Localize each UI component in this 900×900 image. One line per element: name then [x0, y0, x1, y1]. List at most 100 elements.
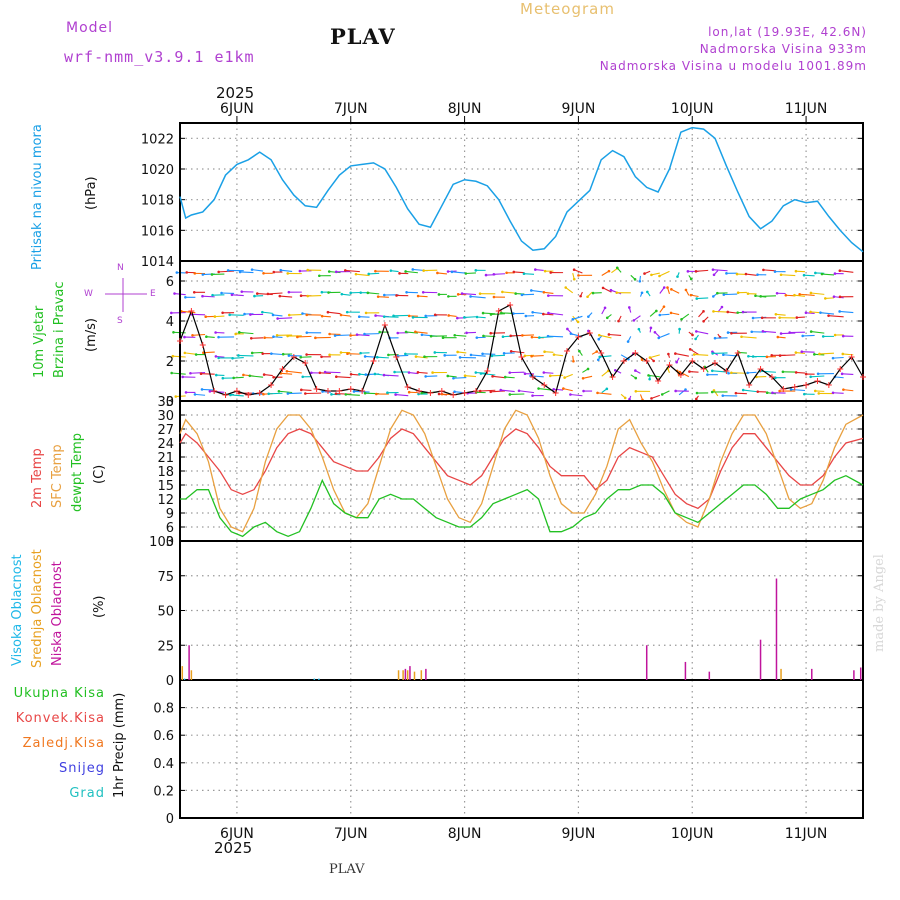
wind-arrow-head [804, 311, 808, 315]
wind-arrow [341, 314, 351, 317]
wind-arrow [214, 315, 225, 318]
gust-marker [245, 392, 252, 398]
wind-arrow-head [210, 273, 214, 276]
wind-arrow-head [277, 389, 281, 393]
gust-marker [347, 386, 354, 392]
wind-arrow-head [523, 372, 527, 376]
wind-arrow [602, 287, 612, 293]
y-tick-label: 0.8 [153, 702, 174, 717]
wind-arrow-head [648, 356, 652, 359]
wind-arrow-head [475, 336, 479, 339]
wind-arrow-head [424, 375, 427, 378]
wind-arrow [251, 337, 264, 339]
wind-arrow-head [809, 310, 812, 314]
wind-arrow-head [300, 388, 303, 392]
wind-arrow-head [272, 270, 276, 274]
wind-arrow-head [605, 387, 609, 391]
wind-arrow [694, 353, 709, 356]
wind-arrow [230, 394, 244, 397]
wind-arrow-head [420, 333, 424, 337]
wind-arrow-head [817, 392, 821, 395]
wind-arrow-head [464, 272, 468, 275]
wind-arrow-head [262, 392, 265, 396]
wind-arrow [418, 295, 428, 298]
wind-arrow-head [788, 331, 791, 334]
wind-arrow-head [386, 391, 389, 394]
wind-arrow-head [801, 334, 804, 338]
wind-arrow-head [299, 355, 303, 359]
wind-arrow-head [667, 352, 670, 356]
wind-arrow-head [623, 396, 627, 400]
wind-arrow-head [800, 350, 804, 354]
wind-arrow-head [581, 377, 585, 380]
wind-arrow [448, 314, 457, 317]
wind-arrow-head [170, 371, 173, 375]
wind-arrow [839, 270, 854, 273]
wind-arrow-head [474, 269, 478, 272]
day-label-top: 8JUN [448, 101, 482, 117]
wind-arrow-head [441, 336, 445, 340]
wind-arrow-head [484, 273, 488, 277]
wind-arrow-head [330, 393, 333, 396]
wind-arrow-head [320, 355, 323, 359]
product-title: Meteogram [520, 0, 615, 18]
wind-arrow [335, 334, 351, 337]
wind-arrow-head [802, 273, 806, 277]
wind-arrow [491, 354, 506, 357]
wind-arrow [743, 389, 757, 393]
wind-arrow-head [345, 310, 349, 314]
wind-arrow-head [505, 271, 508, 275]
wind-arrow-head [531, 310, 534, 314]
wind-arrow [696, 297, 709, 300]
wind-arrow [544, 351, 554, 353]
wind-arrow-head [437, 392, 441, 396]
wind-arrow [272, 314, 283, 317]
wind-arrow [825, 297, 835, 299]
wind-arrow-head [296, 335, 299, 339]
compass-rose-icon [105, 278, 147, 312]
wind-arrow-head [170, 311, 173, 315]
y-tick-label: 9 [166, 507, 174, 522]
gust-marker [814, 378, 821, 384]
wind-arrow [794, 294, 806, 297]
wind-arrow-head [234, 332, 238, 336]
wind-arrow-head [617, 319, 620, 323]
wind-arrow-head [327, 291, 330, 294]
wind-arrow-head [695, 330, 698, 333]
wind-arrow-head [443, 354, 447, 357]
wind-arrow-head [429, 334, 433, 338]
wind-arrow-head [382, 315, 386, 318]
wind-arrow-head [751, 316, 755, 320]
wind-arrow-head [367, 272, 371, 276]
wind-arrow [564, 373, 573, 379]
wind-arrow-head [447, 314, 450, 317]
wind-arrow [658, 333, 670, 339]
wind-arrow-head [734, 391, 738, 395]
wind-arrow [695, 269, 709, 272]
day-label-top: 11JUN [785, 101, 828, 117]
wind-arrow [689, 371, 699, 373]
wind-arrow-head [217, 356, 220, 360]
y-tick-label: 1014 [141, 255, 174, 270]
wind-arrow-head [660, 393, 664, 396]
lonlat-text: lon,lat (19.93E, 42.6N) [708, 25, 867, 39]
wind-arrow [843, 389, 854, 392]
day-label-top: 6JUN [220, 101, 254, 117]
wind-arrow-head [404, 270, 407, 273]
temp-2m-line [179, 428, 864, 510]
wind-arrow-head [688, 370, 691, 373]
y-tick-label: 6 [166, 275, 174, 290]
wind-arrow [521, 293, 535, 296]
wind-arrow [553, 354, 564, 357]
wind-arrow [833, 392, 844, 394]
wind-arrow [796, 371, 805, 374]
wind-arrow-head [181, 375, 184, 379]
gust-marker [609, 374, 616, 380]
wind-arrow-head [524, 314, 528, 318]
wind-arrow-head [740, 335, 743, 339]
wind-arrow [543, 313, 554, 316]
wind-arrow-head [171, 354, 175, 358]
gust-marker [472, 388, 479, 394]
wind-arrow-head [816, 372, 820, 376]
wind-arrow-head [255, 292, 259, 295]
